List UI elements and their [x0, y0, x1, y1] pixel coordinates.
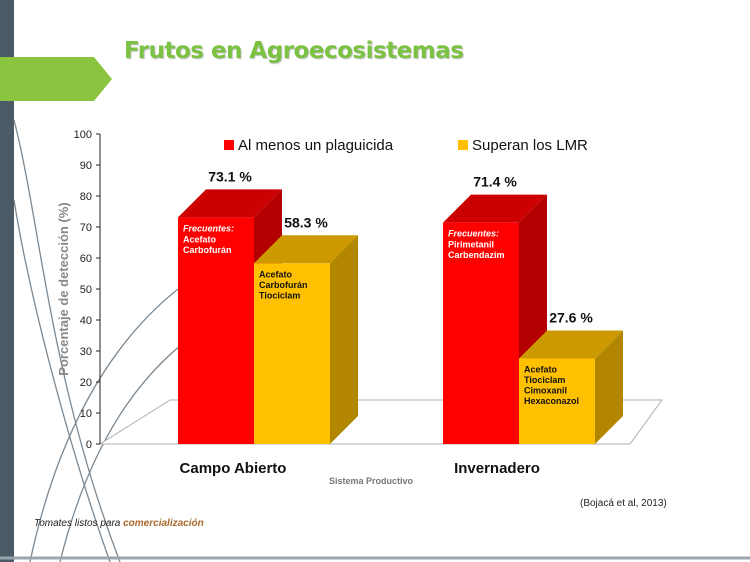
bar-value-label: 71.4 %: [473, 174, 517, 190]
page-title: Frutos en Agroecosistemas: [124, 38, 464, 64]
y-tick-label: 90: [80, 160, 92, 172]
y-tick-label: 10: [80, 408, 92, 420]
bar-note-line: Acefato: [183, 234, 217, 244]
bar-top-face: [178, 189, 282, 218]
y-tick-label: 60: [80, 253, 92, 265]
bar-note-title: Frecuentes:: [448, 229, 499, 239]
x-axis-labels: Campo Abierto Invernadero Sistema Producti…: [180, 460, 540, 486]
bar-note-title: Frecuentes:: [183, 223, 234, 233]
bar-front-face: [443, 222, 519, 444]
y-axis: 0 10 20 30 40 50 60 70 80 90 100 Porcentaje de dete…: [56, 129, 101, 451]
legend-swatch: [224, 140, 234, 150]
bar-top-face: [519, 330, 623, 359]
y-tick-label: 100: [74, 129, 92, 141]
bar-value-label: 58.3 %: [284, 214, 328, 230]
bar-note-line: Tiociclam: [524, 375, 565, 385]
bar-value-label: 27.6 %: [549, 309, 593, 325]
source-citation: (Bojacá et al, 2013): [580, 498, 667, 509]
caption-highlight: comercialización: [123, 518, 204, 529]
image-caption: Tomates listos para comercialización: [34, 518, 204, 529]
bar-note-line: Acefato: [524, 364, 558, 374]
y-tick-label: 30: [80, 346, 92, 358]
bar-front-face: [254, 263, 330, 444]
x-category-label: Campo Abierto: [180, 460, 287, 477]
legend-label: Al menos un plaguicida: [238, 137, 394, 154]
x-category-label: Invernadero: [454, 460, 540, 477]
bar-note-line: Pirimetanil: [448, 240, 494, 250]
bar-top-face: [443, 194, 547, 223]
bar-note-line: Carbendazim: [448, 250, 505, 260]
caption-text: Tomates listos para: [34, 518, 121, 529]
bar-note-line: Tiociclam: [259, 290, 300, 300]
bar-note-line: Carbofurán: [259, 280, 308, 290]
bar-note-line: Cimoxanil: [524, 385, 567, 395]
x-axis-title: Sistema Productivo: [329, 476, 414, 486]
legend: Al menos un plaguicida Superan los LMR: [224, 137, 588, 154]
bar-note-line: Carbofurán: [183, 245, 232, 255]
bar-side-face: [330, 235, 358, 444]
y-tick-label: 40: [80, 315, 92, 327]
bar-top-face: [254, 235, 358, 264]
title-arrow-decoration: [0, 57, 112, 101]
y-axis-title: Porcentaje de detección (%): [56, 202, 71, 375]
left-bar-strip: [0, 0, 14, 562]
bar-note-line: Hexaconazol: [524, 396, 579, 406]
bar-side-face: [595, 330, 623, 444]
bar-value-label: 73.1 %: [208, 168, 252, 184]
legend-label: Superan los LMR: [472, 137, 588, 154]
y-tick-label: 80: [80, 191, 92, 203]
bar-yellow-1: 27.6 % AcefatoTiociclamCimoxanilHexaconaz…: [519, 309, 623, 444]
bar-note-line: Acefato: [259, 269, 293, 279]
bar-front-face: [519, 358, 595, 444]
bar-chart: 0 10 20 30 40 50 60 70 80 90 100 Porcentaje de dete…: [56, 129, 663, 486]
y-tick-label: 70: [80, 222, 92, 234]
y-tick-label: 0: [86, 439, 92, 451]
legend-swatch: [458, 140, 468, 150]
y-tick-label: 20: [80, 377, 92, 389]
y-tick-label: 50: [80, 284, 92, 296]
bar-front-face: [178, 217, 254, 444]
